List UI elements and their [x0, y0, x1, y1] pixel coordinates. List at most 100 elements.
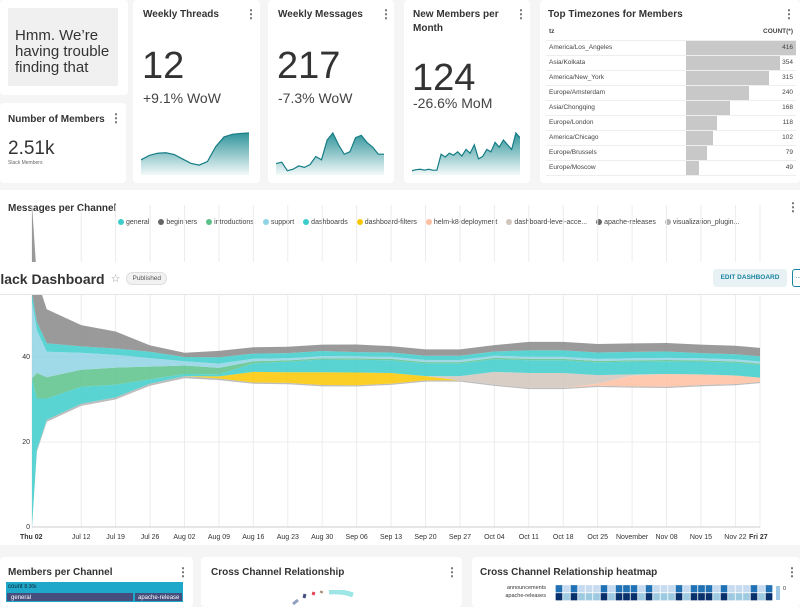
more-options-button[interactable]: ··· — [792, 269, 800, 287]
heatmap-cell[interactable] — [570, 592, 578, 601]
series-area-helm-k8-deployment[interactable] — [32, 371, 760, 527]
heatmap-cell[interactable] — [607, 585, 616, 593]
heatmap-cell[interactable] — [727, 592, 736, 601]
heatmap-cell[interactable] — [660, 592, 668, 601]
heatmap-cell[interactable] — [585, 585, 593, 593]
heatmap-cell[interactable] — [660, 585, 668, 593]
heatmap-cell[interactable] — [600, 592, 608, 601]
heatmap-cell[interactable] — [682, 585, 691, 593]
heatmap-cell[interactable] — [757, 585, 766, 593]
heatmap-cell[interactable] — [697, 585, 706, 593]
heatmap-cell[interactable] — [607, 592, 616, 601]
menu-icon[interactable]: ⋮ — [783, 7, 795, 21]
heatmap-cell[interactable] — [637, 592, 646, 601]
heatmap-cell[interactable] — [742, 585, 751, 593]
heatmap-cell[interactable] — [705, 585, 713, 593]
heatmap-cell[interactable] — [652, 585, 661, 593]
heatmap-cell[interactable] — [562, 592, 571, 601]
legend-item[interactable]: dashboard-level-acce... — [506, 219, 587, 226]
x-tick-label: Sep 20 — [414, 534, 436, 541]
series-area-beginners[interactable] — [32, 204, 760, 358]
heatmap-cell[interactable] — [645, 592, 653, 601]
legend-item[interactable]: general — [118, 219, 149, 226]
heatmap-cell[interactable] — [682, 592, 691, 601]
heatmap-cell[interactable] — [592, 592, 601, 601]
heatmap-cell[interactable] — [720, 592, 728, 601]
treemap-root[interactable]: count 8.36k — [6, 582, 183, 592]
chord-diagram[interactable] — [201, 590, 462, 607]
heatmap-cell[interactable] — [622, 592, 631, 601]
heatmap-cell[interactable] — [705, 592, 713, 601]
legend-item[interactable]: support — [262, 219, 294, 226]
chord-arc — [311, 591, 316, 596]
menu-icon[interactable]: ⋮ — [446, 565, 458, 579]
menu-icon[interactable]: ⋮ — [787, 200, 799, 214]
heatmap-cell[interactable] — [757, 592, 766, 601]
legend-item[interactable]: dashboards — [303, 219, 348, 226]
series-area-introductions[interactable] — [32, 357, 760, 399]
heatmap-cell[interactable] — [750, 592, 758, 601]
heatmap-cell[interactable] — [712, 585, 721, 593]
heatmap-cell[interactable] — [577, 585, 586, 593]
heatmap-cell[interactable] — [675, 585, 683, 593]
heatmap-cell[interactable] — [712, 592, 721, 601]
heatmap-cell[interactable] — [615, 585, 623, 593]
heatmap-grid[interactable] — [548, 585, 778, 601]
heatmap-cell[interactable] — [697, 592, 706, 601]
heatmap-cell[interactable] — [548, 592, 556, 601]
treemap-cell-general[interactable]: general — [6, 592, 134, 602]
heatmap-cell[interactable] — [630, 592, 638, 601]
heatmap-cell[interactable] — [765, 592, 773, 601]
series-area-support[interactable] — [32, 301, 760, 379]
heatmap-cell[interactable] — [735, 585, 743, 593]
series-area-general[interactable] — [32, 293, 760, 364]
heatmap-cell[interactable] — [735, 592, 743, 601]
menu-icon[interactable]: ⋮ — [110, 111, 122, 125]
treemap-cell-apache-releases[interactable]: apache-release — [134, 592, 183, 602]
heatmap-cell[interactable] — [667, 592, 676, 601]
heatmap-cell[interactable] — [570, 585, 578, 593]
heatmap-cell[interactable] — [690, 585, 698, 593]
heatmap-cell[interactable] — [675, 592, 683, 601]
legend-item[interactable]: visualization_plugin... — [664, 219, 739, 226]
heatmap-cell[interactable] — [555, 585, 563, 593]
heatmap-cell[interactable] — [585, 592, 593, 601]
heatmap-cell[interactable] — [630, 585, 638, 593]
heatmap-cell[interactable] — [637, 585, 646, 593]
heatmap-cell[interactable] — [750, 585, 758, 593]
heatmap-cell[interactable] — [592, 585, 601, 593]
series-area-dashboard-level-acce-[interactable] — [32, 371, 760, 527]
star-icon[interactable]: ☆ — [110, 273, 121, 285]
heatmap-cell[interactable] — [690, 592, 698, 601]
heatmap-cell[interactable] — [765, 585, 773, 593]
menu-icon[interactable]: ⋮ — [245, 7, 257, 21]
heatmap-cell[interactable] — [652, 592, 661, 601]
heatmap-cell[interactable] — [667, 585, 676, 593]
menu-icon[interactable]: ⋮ — [380, 7, 392, 21]
heatmap-cell[interactable] — [615, 592, 623, 601]
dashboard-title[interactable]: Slack Dashboard — [0, 270, 105, 287]
heatmap-cell[interactable] — [742, 592, 751, 601]
menu-icon[interactable]: ⋮ — [786, 565, 798, 579]
menu-icon[interactable]: ⋮ — [515, 7, 527, 21]
series-area-dashboard-filters[interactable] — [32, 371, 760, 527]
edit-dashboard-button[interactable]: EDIT DASHBOARD — [713, 269, 787, 287]
heatmap-cell[interactable] — [645, 585, 653, 593]
heatmap-cell[interactable] — [622, 585, 631, 593]
legend-item[interactable]: helm-k8-deployment — [425, 219, 497, 226]
column-header-tz[interactable]: tz — [546, 24, 686, 41]
heatmap-cell[interactable] — [577, 592, 586, 601]
legend-item[interactable]: apache-releases — [596, 219, 656, 226]
legend-item[interactable]: introductions — [206, 219, 254, 226]
menu-icon[interactable]: ⋮ — [177, 565, 189, 579]
heatmap-cell[interactable] — [600, 585, 608, 593]
heatmap-cell[interactable] — [720, 585, 728, 593]
legend-item[interactable]: beginners — [158, 219, 197, 226]
heatmap-cell[interactable] — [548, 585, 556, 593]
series-area-visualization-plugin-[interactable] — [32, 376, 760, 527]
heatmap-cell[interactable] — [727, 585, 736, 593]
timezone-table-wrap[interactable]: tz COUNT(*) America/Los_Angeles 416 Asia/Ko… — [546, 24, 796, 176]
heatmap-cell[interactable] — [562, 585, 571, 593]
column-header-count[interactable]: COUNT(*) — [686, 24, 796, 41]
heatmap-cell[interactable] — [555, 592, 563, 601]
